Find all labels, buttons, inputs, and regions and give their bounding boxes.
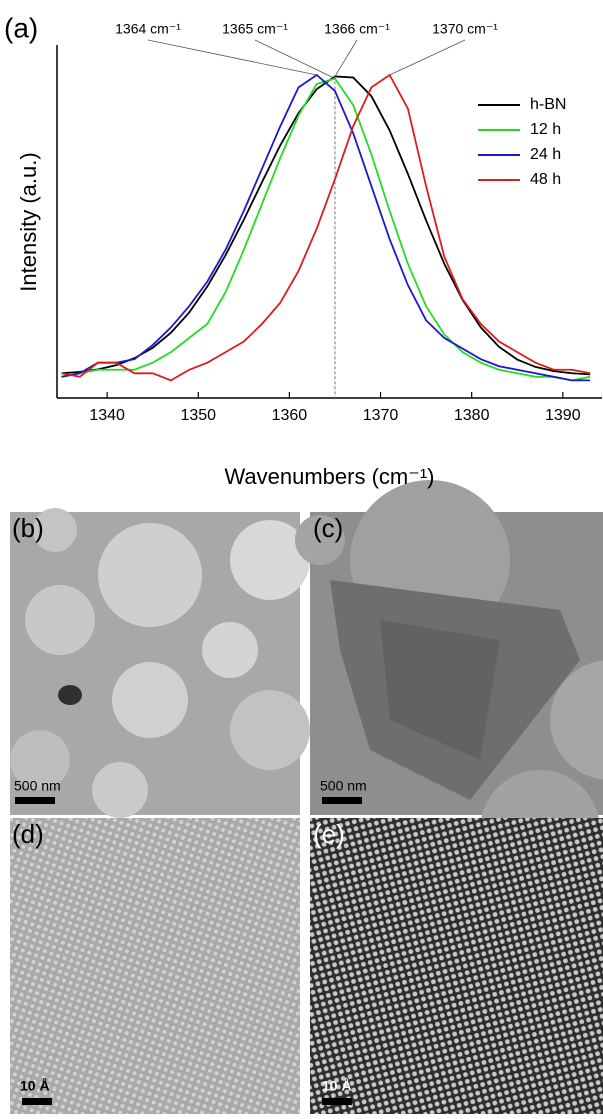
panel-label: (a) <box>4 12 38 43</box>
panel-label: (b) <box>12 513 44 543</box>
legend-label: h-BN <box>530 96 566 113</box>
leader-line <box>254 39 336 79</box>
x-tick-label: 1370 <box>363 407 399 424</box>
x-tick-label: 1360 <box>272 407 308 424</box>
x-axis-label: Wavenumbers (cm⁻¹) <box>224 464 434 489</box>
tem-image-c: 500 nm (c) <box>295 480 603 890</box>
x-tick-label: 1350 <box>180 407 216 424</box>
spectrum-line <box>61 75 591 376</box>
tem-image-b: 500 nm (b) <box>10 508 310 818</box>
leader-line <box>334 39 358 77</box>
legend-label: 12 h <box>530 121 561 138</box>
peak-label: 1365 cm⁻¹ <box>222 21 288 37</box>
peak-label: 1366 cm⁻¹ <box>324 21 390 37</box>
x-tick-label: 1390 <box>545 407 581 424</box>
scale-bar-label: 500 nm <box>320 778 367 794</box>
spectrum-line <box>61 77 591 382</box>
x-tick-label: 1340 <box>89 407 125 424</box>
spectrum-line <box>61 73 591 382</box>
y-axis-label: Intensity (a.u.) <box>16 152 41 291</box>
panel-label: (d) <box>12 819 44 849</box>
peak-label: 1364 cm⁻¹ <box>115 21 181 37</box>
scale-bar-label: 10 Å <box>322 1078 352 1094</box>
legend-label: 24 h <box>530 146 561 163</box>
peak-label: 1370 cm⁻¹ <box>432 21 498 37</box>
spectrum-line <box>61 73 591 382</box>
legend-label: 48 h <box>530 171 561 188</box>
leader-line <box>147 39 317 76</box>
scale-bar-label: 500 nm <box>14 778 61 794</box>
leader-line <box>389 39 466 76</box>
hrtem-image-d: 10 Å (d) <box>10 818 300 1114</box>
x-tick-label: 1380 <box>454 407 490 424</box>
hrtem-image-e: 10 Å (e) <box>310 818 603 1114</box>
panel-label: (c) <box>313 513 343 543</box>
scale-bar-label: 10 Å <box>20 1078 50 1094</box>
panel-label: (e) <box>313 819 345 849</box>
